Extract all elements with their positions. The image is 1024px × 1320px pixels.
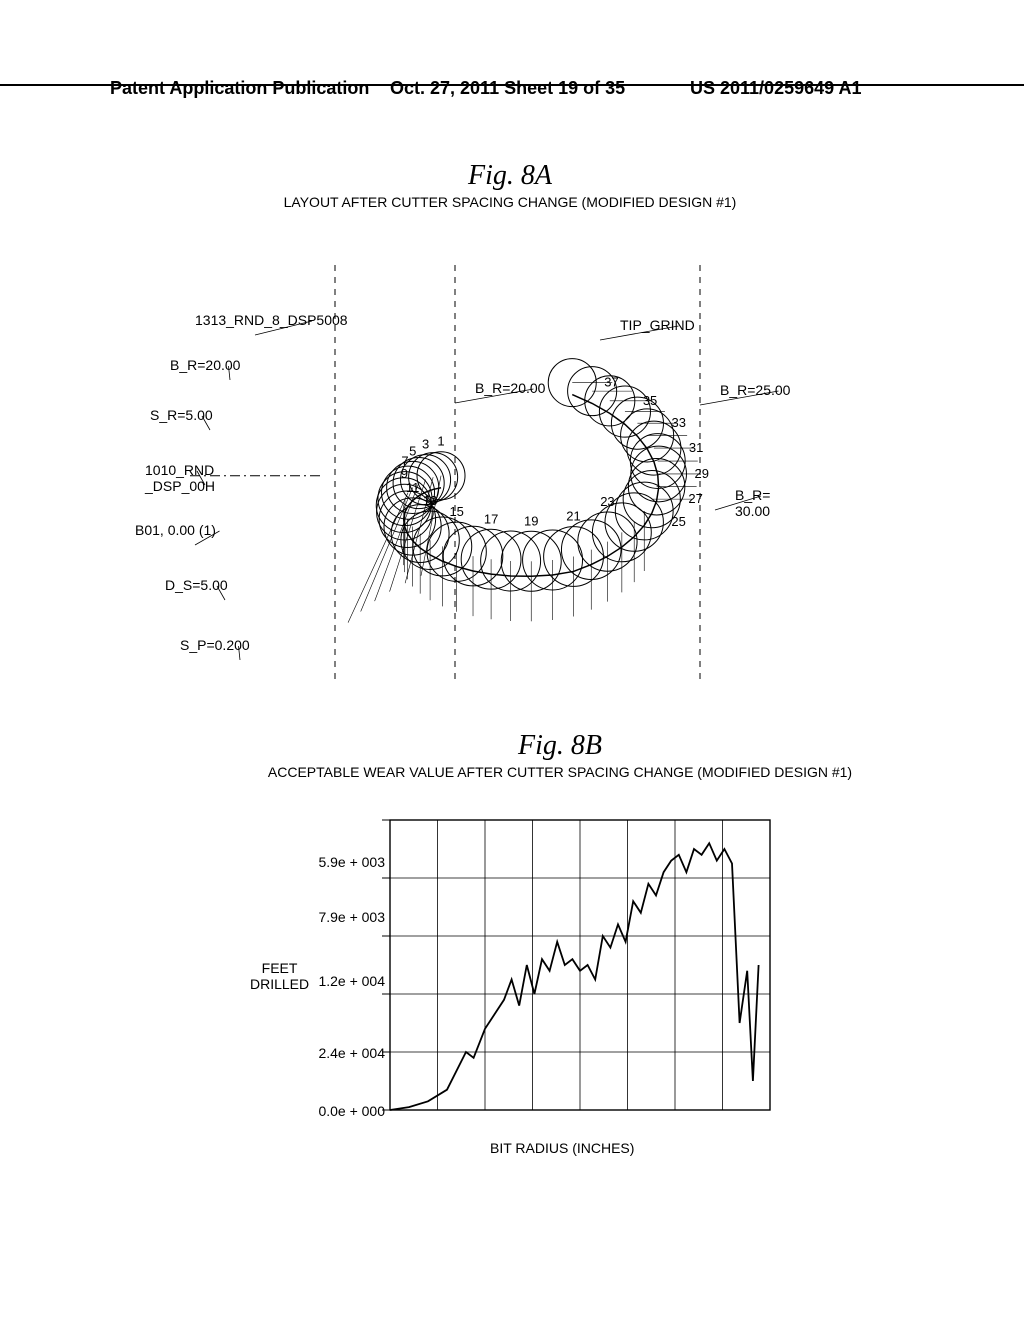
figure-8a-region: Fig. 8A LAYOUT AFTER CUTTER SPACING CHAN… — [60, 160, 960, 690]
svg-text:D_S=5.00: D_S=5.00 — [165, 577, 228, 593]
svg-text:5: 5 — [409, 443, 416, 458]
fig8b-ytick-label: 0.0e + 000 — [295, 1103, 385, 1119]
svg-text:B_R=25.00: B_R=25.00 — [720, 382, 791, 398]
svg-text:1010_RND_DSP_00H: 1010_RND_DSP_00H — [144, 462, 215, 494]
svg-text:27: 27 — [688, 491, 702, 506]
svg-text:11: 11 — [406, 480, 420, 495]
svg-text:23: 23 — [600, 494, 614, 509]
svg-text:29: 29 — [694, 466, 708, 481]
svg-text:B01, 0.00 (1): B01, 0.00 (1) — [135, 522, 216, 538]
fig8b-subtitle: ACCEPTABLE WEAR VALUE AFTER CUTTER SPACI… — [160, 764, 960, 780]
svg-text:B_R=30.00: B_R=30.00 — [735, 487, 770, 519]
svg-text:15: 15 — [449, 504, 463, 519]
fig8a-title: Fig. 8A — [60, 160, 960, 192]
svg-text:S_P=0.200: S_P=0.200 — [180, 637, 250, 653]
fig8b-ytick-label: 7.9e + 003 — [295, 909, 385, 925]
svg-text:B_R=20.00: B_R=20.00 — [475, 380, 546, 396]
svg-text:17: 17 — [484, 511, 498, 526]
fig8a-diagram: 1357911131517192123252729313335371313_RN… — [60, 210, 960, 690]
figure-8b-region: Fig. 8B ACCEPTABLE WEAR VALUE AFTER CUTT… — [60, 730, 960, 1250]
svg-text:13: 13 — [423, 493, 437, 508]
svg-text:37: 37 — [604, 375, 618, 390]
svg-text:35: 35 — [643, 393, 657, 408]
svg-text:TIP_GRIND: TIP_GRIND — [620, 317, 695, 333]
svg-text:S_R=5.00: S_R=5.00 — [150, 407, 213, 423]
header-right: US 2011/0259649 A1 — [690, 78, 861, 99]
fig8b-chart-wrap: FEET DRILLED 5.9e + 0037.9e + 0031.2e + … — [60, 790, 960, 1210]
fig8b-ytick-label: 1.2e + 004 — [295, 973, 385, 989]
svg-text:1313_RND_8_DSP5008: 1313_RND_8_DSP5008 — [195, 312, 348, 328]
svg-text:33: 33 — [671, 415, 685, 430]
fig8b-xlabel: BIT RADIUS (INCHES) — [490, 1140, 634, 1156]
fig8b-ytick-label: 5.9e + 003 — [295, 854, 385, 870]
fig8b-ytick-label: 2.4e + 004 — [295, 1045, 385, 1061]
header-mid: Oct. 27, 2011 Sheet 19 of 35 — [390, 78, 625, 99]
page-header: Patent Application Publication Oct. 27, … — [0, 78, 1024, 86]
fig8a-subtitle: LAYOUT AFTER CUTTER SPACING CHANGE (MODI… — [60, 194, 960, 210]
page: Patent Application Publication Oct. 27, … — [0, 0, 1024, 1320]
svg-text:1: 1 — [437, 434, 444, 449]
fig8b-title: Fig. 8B — [160, 730, 960, 762]
svg-text:21: 21 — [566, 509, 580, 524]
svg-text:25: 25 — [671, 514, 685, 529]
svg-text:B_R=20.00: B_R=20.00 — [170, 357, 241, 373]
svg-text:3: 3 — [422, 437, 429, 452]
svg-text:31: 31 — [689, 440, 703, 455]
fig8b-chart — [60, 790, 960, 1150]
svg-text:19: 19 — [524, 513, 538, 528]
header-left: Patent Application Publication — [110, 78, 369, 99]
